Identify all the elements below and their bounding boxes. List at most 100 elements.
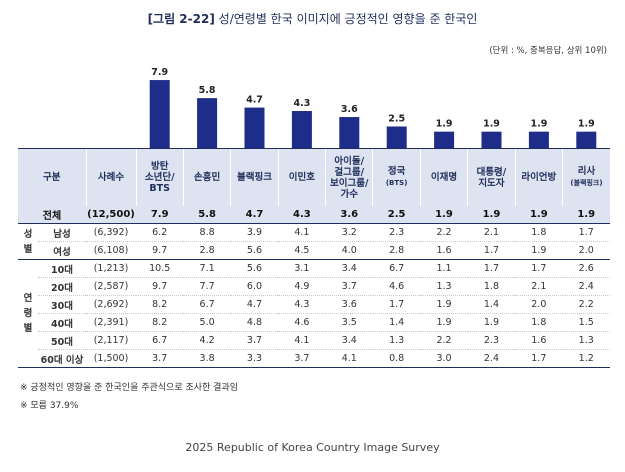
cell-value: 9.7 xyxy=(136,241,184,260)
bar-value-label: 1.9 xyxy=(436,119,453,130)
bar xyxy=(528,131,549,148)
cell-value: 4.7 xyxy=(230,206,279,224)
cell-value: 4.9 xyxy=(278,277,326,296)
bar-value-label: 1.9 xyxy=(578,119,595,130)
row-label: 20대 xyxy=(38,277,86,296)
bar-value-label: 4.7 xyxy=(246,95,263,106)
bar xyxy=(481,131,502,148)
cell-value: 9.7 xyxy=(136,277,184,296)
table-row: 여성 (6,108) 9.7 2.8 5.6 4.5 4.0 2.8 1.6 1.7 1.9 2.0 xyxy=(18,241,610,260)
header-col: 방탄 소년단/BTS xyxy=(135,149,184,206)
header-col: 리사 (블랙핑크) xyxy=(562,149,610,206)
cell-value: 4.6 xyxy=(372,277,421,296)
cell-value: 2.3 xyxy=(467,331,516,350)
cell-value: 5.6 xyxy=(230,259,279,278)
cell-value: 1.9 xyxy=(562,206,610,224)
bar-chart: 7.9 5.8 4.7 4.3 3.6 2.5 1.9 1.9 1.9 1.9 xyxy=(149,67,597,148)
cell-value: 1.9 xyxy=(420,295,468,314)
cell-value: 6.2 xyxy=(136,223,184,242)
bar xyxy=(434,131,455,148)
footer: 2025 Republic of Korea Country Image Sur… xyxy=(185,441,440,454)
bar xyxy=(244,107,265,148)
cell-value: 2.1 xyxy=(467,223,516,242)
header-line: 이재명 xyxy=(430,172,458,183)
cell-value: 1.2 xyxy=(562,349,610,368)
cell-value: 1.9 xyxy=(467,313,516,332)
bar xyxy=(386,126,407,148)
cell-value: 2.0 xyxy=(515,295,563,314)
cell-value: 4.1 xyxy=(278,331,326,350)
unit-note: (단위 : %, 중복응답, 상위 10위) xyxy=(489,46,607,56)
cell-value: 2.2 xyxy=(562,295,610,314)
cell-value: 1.8 xyxy=(467,277,516,296)
header-col: 대통령/지도자 xyxy=(467,149,516,206)
cell-value: 0.8 xyxy=(372,349,421,368)
row-count: (2,117) xyxy=(86,331,136,350)
cell-value: 6.0 xyxy=(230,277,279,296)
row-label: 30대 xyxy=(38,295,86,314)
cell-value: 1.9 xyxy=(420,313,468,332)
note-2: ※ 모름 37.9% xyxy=(20,401,79,411)
figure-title-text: 성/연령별 한국 이미지에 긍정적인 영향을 준 한국인 xyxy=(218,12,478,26)
cell-value: 7.7 xyxy=(183,277,231,296)
cell-value: 3.0 xyxy=(420,349,468,368)
row-label: 남성 xyxy=(38,223,86,242)
row-count: (12,500) xyxy=(86,206,136,224)
bar-value-label: 5.8 xyxy=(199,85,216,96)
cell-value: 4.7 xyxy=(230,295,279,314)
cell-value: 5.8 xyxy=(183,206,231,224)
cell-value: 1.9 xyxy=(515,206,563,224)
cell-value: 2.5 xyxy=(372,206,421,224)
header-line: 리사 xyxy=(577,166,596,177)
table-row-total: 전체 (12,500) 7.9 5.8 4.7 4.3 3.6 2.5 1.9 1.9 1.9 1.9 xyxy=(18,206,610,224)
cell-value: 1.9 xyxy=(420,206,468,224)
cell-value: 3.7 xyxy=(136,349,184,368)
cell-value: 1.9 xyxy=(467,206,516,224)
cell-value: 1.7 xyxy=(372,295,421,314)
cell-value: 1.7 xyxy=(515,259,563,278)
row-count: (2,692) xyxy=(86,295,136,314)
header-col: 아이돌/걸그룹/보이그룹/가수 xyxy=(325,149,373,206)
cell-value: 1.6 xyxy=(515,331,563,350)
header-line: 방탄 xyxy=(150,161,169,172)
row-label: 40대 xyxy=(38,313,86,332)
cell-value: 3.3 xyxy=(230,349,279,368)
cell-value: 1.8 xyxy=(515,313,563,332)
cell-value: 1.3 xyxy=(420,277,468,296)
row-count: (1,500) xyxy=(86,349,136,368)
cell-value: 4.2 xyxy=(183,331,231,350)
cell-value: 2.8 xyxy=(183,241,231,260)
figure-number: [그림 2-22] xyxy=(147,12,215,26)
cell-value: 1.7 xyxy=(562,223,610,242)
cell-value: 3.7 xyxy=(278,349,326,368)
cell-value: 3.9 xyxy=(230,223,279,242)
row-label: 60대 이상 xyxy=(38,349,86,368)
cell-value: 6.7 xyxy=(183,295,231,314)
cell-value: 1.3 xyxy=(372,331,421,350)
cell-value: 8.2 xyxy=(136,313,184,332)
bar-value-label: 1.9 xyxy=(483,119,500,130)
cell-value: 8.2 xyxy=(136,295,184,314)
cell-value: 2.2 xyxy=(420,223,468,242)
table-row: 60대 이상 (1,500) 3.7 3.8 3.3 3.7 4.1 0.8 3.0 2.4 1.7… xyxy=(18,349,610,368)
row-label: 여성 xyxy=(38,241,86,260)
cell-value: 2.3 xyxy=(372,223,421,242)
cell-value: 4.8 xyxy=(230,313,279,332)
cell-value: 3.5 xyxy=(325,313,373,332)
row-count: (6,108) xyxy=(86,241,136,260)
cell-value: 4.3 xyxy=(278,295,326,314)
cell-value: 1.8 xyxy=(515,223,563,242)
bar xyxy=(197,98,218,148)
header-line: 소년단/ xyxy=(144,172,175,183)
cell-value: 2.4 xyxy=(562,277,610,296)
bar xyxy=(149,80,170,148)
table-row: 20대 (2,587) 9.7 7.7 6.0 4.9 3.7 4.6 1.3 1.8 2.1 2.4 xyxy=(18,277,610,296)
header-count: 사례수 xyxy=(85,149,136,206)
row-count: (6,392) xyxy=(86,223,136,242)
cell-value: 1.6 xyxy=(420,241,468,260)
bar xyxy=(291,111,312,148)
chart-title: [그림 2-22] 성/연령별 한국 이미지에 긍정적인 영향을 준 한국인 xyxy=(0,10,625,27)
header-line: 아이돌/ xyxy=(334,155,365,167)
cell-value: 7.9 xyxy=(136,206,184,224)
header-group: 구분 xyxy=(18,149,86,206)
